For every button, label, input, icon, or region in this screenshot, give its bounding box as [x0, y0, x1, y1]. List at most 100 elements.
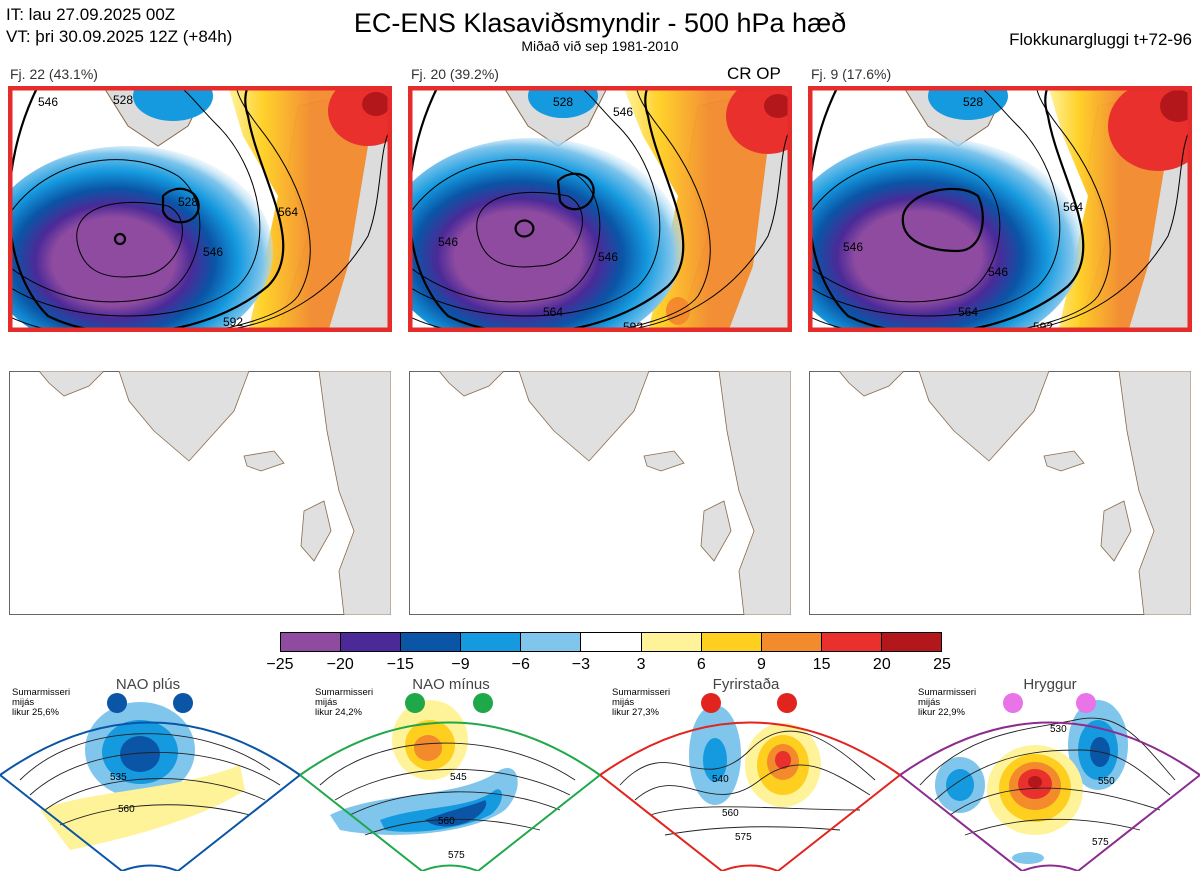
regime-title-nao-minus: NAO mínus	[412, 676, 490, 693]
regime-frame	[0, 721, 300, 871]
contour-label: 560	[438, 816, 455, 827]
contour-label: 546	[438, 235, 458, 249]
land-europe	[718, 371, 791, 615]
colorbar-tick-label: 6	[696, 656, 706, 673]
contour-label: 560	[722, 808, 739, 819]
regime-map-ridge: 530 550 575	[900, 700, 1200, 871]
negative-north	[133, 86, 213, 121]
contour-label: 545	[450, 772, 467, 783]
base-map-3	[809, 371, 1191, 615]
regime-note-ridge: Sumarmisseri mijás likur 22,9%	[918, 687, 977, 718]
colorbar-swatch	[641, 633, 702, 651]
colorbar-swatch	[281, 633, 342, 651]
regime-note-blocking: Sumarmisseri mijás likur 27,3%	[612, 687, 671, 718]
page-title: EC-ENS Klasaviðsmyndir - 500 hPa hæð	[353, 8, 847, 38]
cluster-frame	[8, 86, 392, 332]
cluster-label-2: Fj. 20 (39.2%)	[411, 66, 499, 82]
colorbar-swatch	[461, 633, 522, 651]
colorbar-tick-label: −25	[266, 656, 294, 673]
colorbar-swatch	[401, 633, 462, 651]
contour-label: 575	[448, 850, 465, 861]
land-europe	[1118, 371, 1191, 615]
negative-anomaly	[408, 138, 683, 332]
contour-label: 540	[712, 774, 729, 785]
land-canada	[838, 371, 905, 397]
regime-dot	[405, 693, 425, 713]
cluster-frame	[808, 86, 1192, 332]
cluster-frame	[408, 86, 792, 332]
contour-label: 546	[843, 240, 863, 254]
regime-dot	[777, 693, 797, 713]
contour-label: 564	[543, 305, 563, 319]
negative-anomaly	[8, 146, 273, 332]
colorbar	[280, 632, 942, 652]
land-british-isles	[700, 500, 732, 562]
land-british-isles	[1100, 500, 1132, 562]
regime-dot	[107, 693, 127, 713]
regime-title-ridge: Hryggur	[1023, 676, 1077, 693]
contour-label: 546	[988, 265, 1008, 279]
cluster-label-1: Fj. 22 (43.1%)	[10, 66, 98, 82]
contour-label: 546	[598, 250, 618, 264]
cluster-tag: CR OP	[727, 64, 781, 83]
colorbar-tick-label: 20	[872, 656, 891, 673]
colorbar-swatch	[881, 633, 942, 651]
regime-map-nao-minus: 545 560 575	[300, 700, 600, 871]
contour-label: 592	[223, 315, 243, 329]
colorbar-swatch	[701, 633, 762, 651]
initial-time: IT: lau 27.09.2025 00Z	[6, 5, 176, 24]
contour-label: 535	[110, 772, 127, 783]
colorbar-swatch	[521, 633, 582, 651]
colorbar-tick-label: 3	[636, 656, 646, 673]
land-greenland	[118, 371, 250, 462]
cluster-map-2: 528 546 546 564 592 546	[408, 86, 792, 332]
colorbar-tick-label: 15	[812, 656, 831, 673]
regime-title-blocking: Fyrirstaða	[712, 676, 780, 693]
colorbar-tick-label: −9	[451, 656, 470, 673]
height-contours	[8, 86, 392, 332]
colorbar-tick-label: −6	[511, 656, 530, 673]
base-map-2	[409, 371, 791, 615]
land-greenland	[918, 371, 1050, 462]
land-canada	[438, 371, 505, 397]
cluster-label-3: Fj. 9 (17.6%)	[811, 66, 892, 82]
negative-north	[528, 86, 598, 118]
land-iceland	[643, 450, 685, 472]
contour-label: 546	[38, 95, 58, 109]
positive-core-dark	[764, 94, 792, 118]
cluster-map-1: 546 528 528 546 564 592	[8, 86, 392, 332]
regime-frame	[600, 721, 900, 871]
land-iceland	[243, 450, 285, 472]
regime-dot	[173, 693, 193, 713]
regime-map-blocking: 540 560 575	[600, 705, 900, 871]
contour-label: 575	[735, 832, 752, 843]
contour-label: 528	[553, 95, 573, 109]
contour-label: 530	[1050, 724, 1067, 735]
contour-label: 564	[278, 205, 298, 219]
page-subtitle: Miðað við sep 1981-2010	[521, 38, 679, 54]
negative-anomaly	[808, 138, 1083, 332]
colorbar-swatch	[581, 633, 642, 651]
land-greenland	[518, 371, 650, 462]
regime-map-nao-plus: 535 560	[0, 702, 300, 871]
regime-note-nao-minus: Sumarmisseri mijás likur 24,2%	[315, 687, 374, 718]
positive-anomaly	[623, 86, 768, 332]
colorbar-swatch	[341, 633, 402, 651]
valid-time: VT: þri 30.09.2025 12Z (+84h)	[6, 27, 233, 46]
cluster-map-3: 528 546 546 564 564 592	[808, 86, 1192, 332]
colorbar-swatch	[821, 633, 882, 651]
regime-dot	[701, 693, 721, 713]
contour-label: 564	[1063, 200, 1083, 214]
land-iceland	[1043, 450, 1085, 472]
base-map-1	[9, 371, 391, 615]
colorbar-tick-label: −15	[386, 656, 414, 673]
contour-label: 528	[113, 93, 133, 107]
contour-label: 546	[613, 105, 633, 119]
regime-dot	[1003, 693, 1023, 713]
colorbar-tick-label: 25	[933, 656, 951, 673]
colorbar-tick-label: −20	[326, 656, 354, 673]
land-canada	[38, 371, 105, 397]
positive-core-dark	[1160, 90, 1192, 122]
colorbar-swatch	[761, 633, 822, 651]
contour-label: 560	[118, 804, 135, 815]
